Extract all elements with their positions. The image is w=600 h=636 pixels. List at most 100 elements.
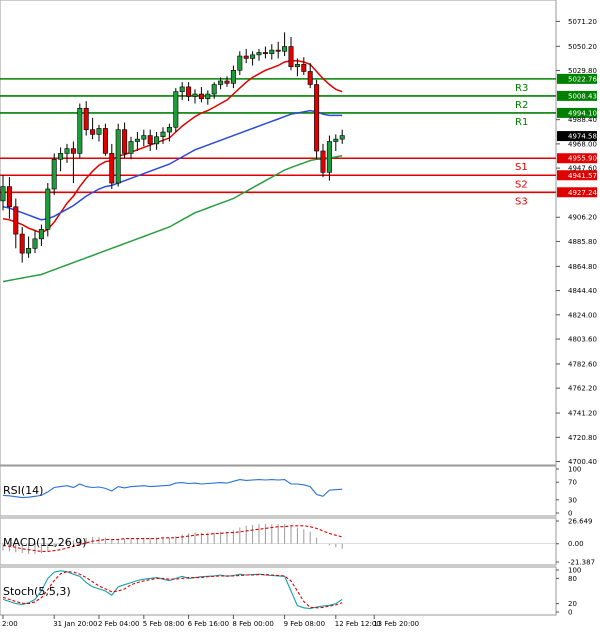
current-price-tag-bg bbox=[557, 131, 597, 142]
rsi-tick-label: 30 bbox=[568, 496, 577, 504]
macd-panel-title: MACD(12,26,9) bbox=[3, 536, 87, 549]
moving-average-line-2 bbox=[2, 109, 343, 221]
level-name-s1: S1 bbox=[515, 162, 528, 173]
candle-body bbox=[102, 128, 108, 154]
candle-body bbox=[147, 135, 153, 145]
candle-body bbox=[333, 138, 339, 142]
stoch-panel-frame bbox=[0, 566, 557, 616]
price-tick-label: 4906.20 bbox=[568, 214, 597, 222]
candle-body bbox=[32, 238, 38, 249]
price-tick-label: 5050.20 bbox=[568, 43, 597, 51]
stoch-panel-title: Stoch(5,5,3) bbox=[3, 585, 71, 598]
candle-body bbox=[186, 86, 192, 97]
candle-body bbox=[339, 135, 345, 140]
candle-body bbox=[19, 233, 25, 254]
candle-body bbox=[90, 129, 96, 135]
candle-body bbox=[70, 148, 76, 154]
level-name-r2: R2 bbox=[515, 100, 528, 111]
price-tick-label: 4700.40 bbox=[568, 458, 597, 466]
candle-body bbox=[115, 129, 121, 184]
level-name-s2: S2 bbox=[515, 179, 528, 190]
candle-body bbox=[38, 229, 44, 240]
candle-body bbox=[192, 93, 198, 97]
candle-body bbox=[141, 135, 147, 140]
time-tick-label: 5 Feb 08:00 bbox=[143, 620, 184, 628]
macd-tick-label: -21.387 bbox=[568, 559, 595, 567]
level-price-tag-bg bbox=[557, 170, 597, 181]
candle-body bbox=[250, 54, 256, 59]
price-tick-label: 4885.80 bbox=[568, 238, 597, 246]
candle-body bbox=[51, 159, 57, 190]
candle-body bbox=[0, 186, 6, 202]
time-tick-label: 9 Feb 08:00 bbox=[284, 620, 325, 628]
price-tick-label: 4968.00 bbox=[568, 140, 597, 148]
candle-body bbox=[128, 141, 134, 154]
candle-body bbox=[109, 153, 115, 184]
grid-layer bbox=[0, 0, 557, 466]
stoch-tick-label: 100 bbox=[568, 567, 581, 575]
level-name-r1: R1 bbox=[515, 117, 528, 128]
price-tick-label: 4988.40 bbox=[568, 116, 597, 124]
rsi-panel-frame bbox=[0, 465, 557, 517]
candle-body bbox=[45, 188, 51, 230]
moving-averages-layer bbox=[2, 60, 343, 283]
price-tick-label: 4720.80 bbox=[568, 434, 597, 442]
candle-body bbox=[294, 64, 300, 68]
candle-body bbox=[243, 55, 249, 59]
time-tick-label: 13 Feb 20:00 bbox=[373, 620, 419, 628]
macd-signal-line bbox=[2, 525, 343, 552]
candle-body bbox=[6, 186, 12, 208]
candle-body bbox=[134, 138, 140, 142]
price-tick-label: 4782.60 bbox=[568, 360, 597, 368]
price-tick-label: 4947.60 bbox=[568, 165, 597, 173]
time-axis-layer: 2:00 31 Jan 20:00 2 Feb 04:00 5 Feb 08:00 6 … bbox=[2, 615, 419, 628]
stoch-tick-label: 80 bbox=[568, 575, 577, 583]
rsi-panel-title: RSI(14) bbox=[3, 484, 43, 497]
level-price-tag-bg bbox=[557, 107, 597, 118]
level-price-tag-r1: 4994.10 bbox=[568, 109, 597, 117]
candle-body bbox=[326, 141, 332, 173]
time-tick-label: 8 Feb 00:00 bbox=[232, 620, 273, 628]
time-tick-label: 31 Jan 20:00 bbox=[53, 620, 97, 628]
candle-body bbox=[154, 136, 160, 145]
moving-average-line-3 bbox=[2, 155, 343, 283]
price-tick-label: 4824.00 bbox=[568, 311, 597, 319]
candle-body bbox=[307, 71, 313, 85]
level-name-r3: R3 bbox=[515, 83, 528, 94]
price-tick-label: 4864.80 bbox=[568, 263, 597, 271]
candle-body bbox=[13, 206, 19, 235]
candle-body bbox=[218, 80, 224, 85]
candle-body bbox=[237, 55, 243, 71]
main-panel-frame bbox=[0, 0, 557, 466]
price-tick-label: 4762.20 bbox=[568, 385, 597, 393]
price-tick-label: 5029.80 bbox=[568, 67, 597, 75]
level-price-tag-s1: 4955.90 bbox=[568, 155, 597, 163]
candle-body bbox=[320, 150, 326, 173]
level-price-tag-r2: 5008.43 bbox=[568, 92, 597, 100]
candle-body bbox=[282, 46, 288, 52]
candle-body bbox=[58, 153, 64, 160]
price-tick-label: 4844.40 bbox=[568, 287, 597, 295]
candle-body bbox=[64, 148, 70, 154]
stoch-tick-label: 20 bbox=[568, 600, 577, 608]
candle-body bbox=[77, 107, 83, 154]
time-tick-label: 12 Feb 12:00 bbox=[335, 620, 381, 628]
macd-tick-label: 26.649 bbox=[568, 518, 593, 526]
level-price-tag-bg bbox=[557, 90, 597, 101]
candle-body bbox=[301, 64, 307, 72]
macd-tick-label: 0.00 bbox=[568, 540, 584, 548]
level-price-tag-bg bbox=[557, 187, 597, 198]
candle-body bbox=[26, 248, 32, 254]
stoch-tick-label: 0 bbox=[568, 609, 572, 617]
indicators-layer: 100 70 30 0 RSI(14) 26.649 0.00 -21.387 MACD(12,… bbox=[0, 465, 595, 617]
rsi-line bbox=[2, 479, 343, 499]
price-tick-label: 4803.60 bbox=[568, 336, 597, 344]
candle-body bbox=[173, 91, 179, 128]
level-price-tag-bg bbox=[557, 73, 597, 84]
candle-body bbox=[96, 128, 102, 135]
level-price-tag-bg bbox=[557, 153, 597, 164]
candle-body bbox=[230, 69, 236, 84]
time-tick-label: 2:00 bbox=[2, 620, 18, 628]
candle-body bbox=[198, 93, 204, 100]
